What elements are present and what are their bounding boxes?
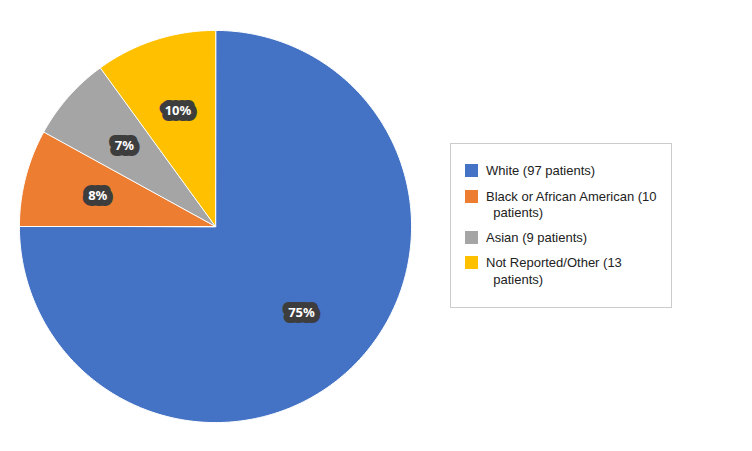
html-text:Asian (9 patients): Asian (9 patients)	[486, 230, 588, 245]
html-text:White (97 patients): White (97 patients)	[486, 163, 596, 179]
html-text:Not Reported/Other (13 patient: Not Reported/Other (13 patients)	[486, 255, 622, 287]
svg-text:7%: 7%	[115, 136, 134, 154]
svg-text:8%: 8%	[88, 186, 107, 204]
html-text:Black or African American (10: Black or African American (10 patients)	[486, 188, 657, 220]
svg-text:75%: 75%	[288, 302, 315, 320]
svg-text:10%: 10%	[165, 101, 192, 119]
